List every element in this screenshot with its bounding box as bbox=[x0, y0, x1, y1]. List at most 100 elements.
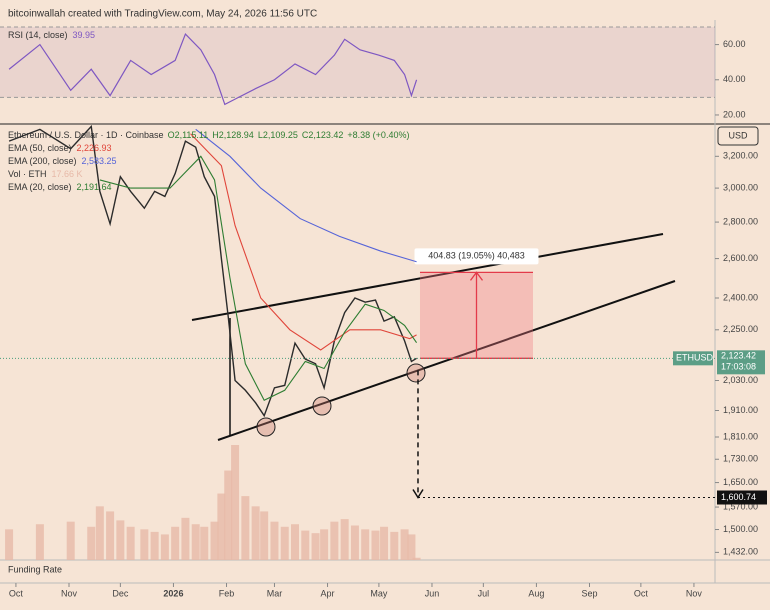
volume-bar bbox=[35, 524, 44, 560]
legend-name: EMA (20, close) bbox=[8, 182, 72, 192]
currency-button[interactable] bbox=[717, 126, 759, 146]
y-tick-label: 1,730.00 bbox=[723, 454, 758, 464]
ema-line bbox=[195, 128, 417, 263]
legend-entry: EMA (200, close) 2,583.25 bbox=[8, 156, 117, 166]
volume-bar bbox=[231, 445, 240, 560]
rsi-legend-name: RSI (14, close) bbox=[8, 30, 68, 40]
volume-bar bbox=[270, 521, 279, 560]
rsi-legend: RSI (14, close) 39.95 bbox=[8, 30, 95, 40]
volume-bar bbox=[200, 526, 209, 560]
legend-entry: EMA (20, close) 2,191.64 bbox=[8, 182, 112, 192]
trendline bbox=[191, 233, 664, 321]
legend-value: 2,191.64 bbox=[77, 182, 112, 192]
volume-bar bbox=[181, 517, 190, 560]
volume-bar bbox=[280, 526, 289, 560]
x-tick-label: Apr bbox=[321, 588, 335, 598]
target-tag bbox=[717, 490, 767, 505]
y-tick-label: 2,600.00 bbox=[723, 253, 758, 263]
legend-entry: Vol · ETH 17.66 K bbox=[8, 169, 83, 179]
currency-label[interactable]: USD bbox=[728, 130, 748, 140]
legend-name: EMA (200, close) bbox=[8, 156, 77, 166]
rsi-line bbox=[8, 32, 418, 106]
volume-bar bbox=[291, 524, 300, 560]
touch-circle bbox=[406, 363, 426, 383]
x-tick-label: Oct bbox=[9, 588, 24, 598]
y-tick-label: 60.00 bbox=[723, 39, 746, 49]
volume-bar bbox=[95, 506, 104, 560]
x-tick-label: Sep bbox=[581, 588, 597, 598]
trendline bbox=[217, 280, 676, 441]
volume-bar bbox=[66, 521, 75, 560]
x-tick-label: Feb bbox=[219, 588, 235, 598]
volume-bar bbox=[311, 533, 320, 560]
y-tick-label: 40.00 bbox=[723, 74, 746, 84]
volume-bar bbox=[251, 506, 260, 560]
x-tick-label: Mar bbox=[267, 588, 283, 598]
instrument: Ethereum / U.S. Dollar · 1D · Coinbase bbox=[8, 130, 164, 140]
volume-bar bbox=[160, 534, 169, 560]
x-tick-label: Nov bbox=[61, 588, 78, 598]
y-tick-label: 3,000.00 bbox=[723, 182, 758, 192]
y-tick-label: 2,030.00 bbox=[723, 375, 758, 385]
y-tick-label: 2,800.00 bbox=[723, 216, 758, 226]
volume-bar bbox=[191, 524, 200, 560]
legend-name: Vol · ETH bbox=[8, 169, 47, 179]
y-tick-label: 1,650.00 bbox=[723, 477, 758, 487]
volume-bar bbox=[407, 534, 416, 560]
volume-bar bbox=[5, 529, 14, 560]
volume-bar bbox=[390, 531, 399, 560]
x-tick-label: Oct bbox=[634, 588, 649, 598]
legend-value: 2,226.93 bbox=[77, 143, 112, 153]
volume-bar bbox=[241, 496, 250, 560]
x-tick-label: Dec bbox=[112, 588, 129, 598]
volume-bar bbox=[224, 470, 233, 560]
volume-bar bbox=[106, 511, 115, 560]
volume-bar bbox=[320, 529, 329, 560]
x-tick-label: May bbox=[370, 588, 388, 598]
y-tick-label: 20.00 bbox=[723, 109, 746, 119]
rsi-legend-value: 39.95 bbox=[73, 30, 96, 40]
y-tick-label: 2,400.00 bbox=[723, 292, 758, 302]
measure-label: 404.83 (19.05%) 40,483 bbox=[428, 251, 525, 261]
legend-name: EMA (50, close) bbox=[8, 143, 72, 153]
ema-line bbox=[99, 155, 418, 402]
volume-bar bbox=[217, 493, 226, 560]
funding-label: Funding Rate bbox=[8, 564, 62, 574]
volume-bar bbox=[140, 529, 149, 560]
ohlc-label: C2,123.42 bbox=[302, 130, 344, 140]
volume-bar bbox=[116, 520, 125, 560]
volume-bar bbox=[87, 526, 96, 560]
volume-bar bbox=[350, 525, 359, 560]
ohlc-label: H2,128.94 bbox=[212, 130, 254, 140]
price-name-tag bbox=[673, 351, 713, 366]
volume-bar bbox=[171, 526, 180, 560]
price-time: 17:03:08 bbox=[721, 362, 756, 372]
y-tick-label: 1,570.00 bbox=[723, 501, 758, 511]
volume-bar bbox=[150, 531, 159, 560]
touch-circle bbox=[312, 396, 332, 416]
touch-circle bbox=[256, 417, 276, 437]
legend-value: 2,583.25 bbox=[82, 156, 117, 166]
measure-label-bg bbox=[414, 248, 539, 265]
header: bitcoinwallah created with TradingView.c… bbox=[8, 9, 317, 20]
price-tag bbox=[717, 350, 765, 375]
volume-bar bbox=[340, 519, 349, 560]
x-tick-label: Jun bbox=[425, 588, 440, 598]
measure-arrowhead bbox=[469, 271, 484, 281]
ema-line bbox=[190, 133, 417, 351]
volume-bar bbox=[126, 526, 135, 560]
y-tick-label: 1,910.00 bbox=[723, 405, 758, 415]
y-tick-label: 1,500.00 bbox=[723, 524, 758, 534]
y-tick-label: 2,250.00 bbox=[723, 324, 758, 334]
ohlc-label: L2,109.25 bbox=[258, 130, 298, 140]
volume-bar bbox=[412, 557, 421, 560]
ohlc-label: O2,115.11 bbox=[168, 130, 209, 140]
volume-bar bbox=[371, 530, 380, 560]
price-line bbox=[8, 124, 417, 418]
legend-entry: EMA (50, close) 2,226.93 bbox=[8, 143, 112, 153]
x-tick-label: Aug bbox=[528, 588, 544, 598]
target-label: 1,600.74 bbox=[721, 492, 756, 502]
legend-value: 17.66 K bbox=[52, 169, 83, 179]
